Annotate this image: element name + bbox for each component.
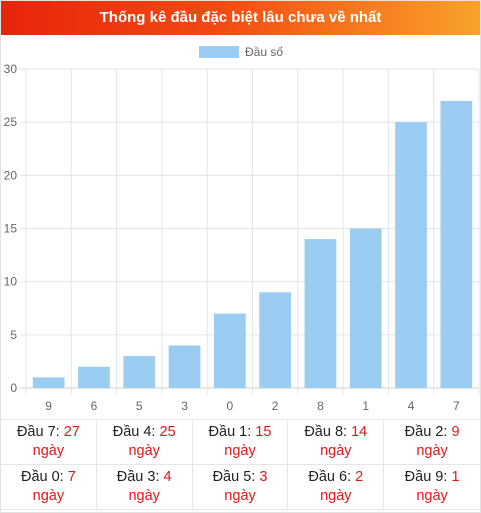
stat-unit: ngày — [32, 488, 65, 504]
y-tick-label: 15 — [4, 222, 18, 236]
stats-table: Đầu 7: 27 ngày Đầu 4: 25 ngày Đầu 1: 15 ngà… — [1, 419, 480, 510]
bar-0 — [213, 313, 246, 388]
stat-cell: Đầu 4: 25 ngày — [96, 420, 193, 465]
bar-chart: 0 5 10 15 20 25 30 9 6 5 3 0 2 8 1 4 7 Đầu số — [1, 35, 480, 419]
stat-cell: Đầu 7: 27 ngày — [1, 420, 97, 465]
stat-value: 27 — [63, 424, 80, 440]
stat-unit: ngày — [128, 443, 160, 459]
stat-label: Đầu 0: — [20, 469, 64, 485]
stat-cell: Đầu 3: 4 ngày — [96, 465, 193, 510]
stat-value: 3 — [259, 469, 268, 485]
stat-label: Đầu 7: — [16, 424, 60, 440]
bar-7 — [440, 100, 473, 389]
stat-label: Đầu 1: — [208, 424, 252, 440]
bar-5 — [123, 356, 156, 388]
bar-layer — [32, 100, 473, 389]
stat-label: Đầu 8: — [304, 424, 348, 440]
stat-value: 9 — [451, 424, 460, 440]
stat-unit: ngày — [416, 443, 448, 459]
legend-swatch — [199, 46, 239, 58]
y-tick-label: 30 — [4, 62, 18, 76]
stat-value: 1 — [451, 469, 460, 485]
stat-unit: ngày — [128, 488, 160, 504]
x-tick-label: 9 — [45, 399, 52, 413]
stat-value: 25 — [159, 424, 176, 440]
stat-cell: Đầu 1: 15 ngày — [192, 420, 289, 465]
stat-label: Đầu 9: — [404, 469, 448, 485]
stat-value: 4 — [163, 469, 172, 485]
stat-label: Đầu 4: — [112, 424, 156, 440]
bar-4 — [395, 122, 427, 389]
stat-unit: ngày — [320, 488, 352, 504]
stat-cell: Đầu 6: 2 ngày — [288, 465, 385, 510]
bar-2 — [259, 292, 292, 388]
stat-cell: Đầu 5: 3 ngày — [192, 465, 289, 510]
y-tick-label: 0 — [10, 381, 17, 395]
bar-9 — [32, 377, 65, 388]
y-tick-label: 5 — [10, 328, 17, 342]
stat-label: Đầu 5: — [212, 469, 256, 485]
stat-cell: Đầu 0: 7 ngày — [1, 465, 97, 510]
stat-unit: ngày — [224, 488, 256, 504]
x-tick-label: 2 — [272, 399, 279, 413]
stat-value: 14 — [351, 424, 368, 440]
stat-value: 7 — [67, 469, 76, 485]
x-tick-label: 0 — [227, 399, 234, 413]
grid-layer — [20, 68, 480, 394]
bar-8 — [304, 239, 337, 388]
y-tick-label: 25 — [4, 115, 18, 129]
x-tick-label: 5 — [136, 399, 143, 413]
x-tick-label: 8 — [317, 399, 324, 413]
stat-label: Đầu 2: — [404, 424, 448, 440]
bar-1 — [349, 228, 382, 388]
stat-cell: Đầu 9: 1 ngày — [384, 465, 480, 510]
stat-cell: Đầu 2: 9 ngày — [384, 420, 480, 465]
x-tick-label: 7 — [453, 399, 460, 413]
panel-title: Thống kê đầu đặc biệt lâu chưa về nhất — [1, 1, 480, 35]
stat-unit: ngày — [224, 443, 256, 459]
stat-label: Đầu 6: — [308, 469, 352, 485]
x-tick-label: 3 — [181, 399, 188, 413]
bar-3 — [168, 345, 201, 388]
stat-unit: ngày — [320, 443, 352, 459]
x-tick-label: 4 — [408, 399, 415, 413]
stat-value: 15 — [255, 424, 272, 440]
stat-value: 2 — [355, 469, 364, 485]
legend[interactable]: Đầu số — [199, 45, 283, 59]
legend-label: Đầu số — [245, 45, 283, 59]
stat-label: Đầu 3: — [116, 469, 160, 485]
stat-unit: ngày — [416, 488, 448, 504]
y-tick-label: 20 — [4, 168, 18, 182]
x-tick-label: 1 — [362, 399, 369, 413]
bar-6 — [78, 366, 110, 388]
stat-unit: ngày — [32, 443, 65, 459]
x-tick-label: 6 — [91, 399, 98, 413]
y-tick-label: 10 — [4, 275, 18, 289]
stat-cell: Đầu 8: 14 ngày — [288, 420, 385, 465]
